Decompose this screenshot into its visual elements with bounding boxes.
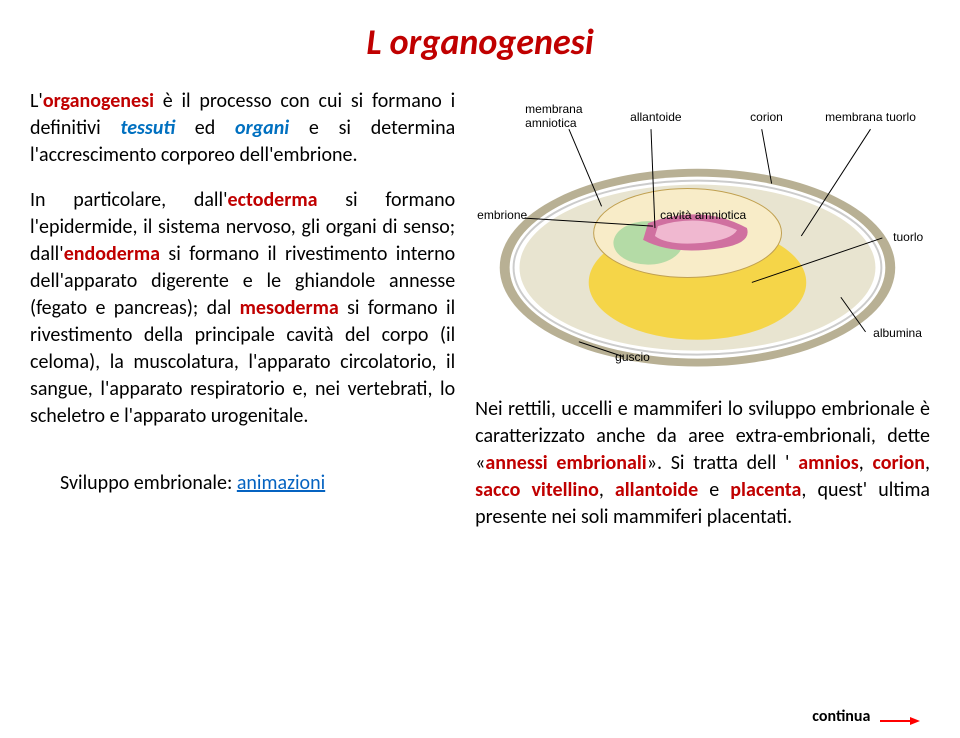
label-corion: corion	[750, 110, 783, 124]
r-t6: e	[698, 478, 730, 502]
kw-organi: organi	[235, 116, 289, 140]
egg-diagram: membrana amniotica allantoide corion mem…	[475, 88, 930, 378]
label-albumina: albumina	[873, 326, 922, 340]
link-label: Sviluppo embrionale:	[60, 471, 237, 495]
label-cavita: cavità amniotica	[660, 208, 746, 222]
right-column: membrana amniotica allantoide corion mem…	[475, 88, 930, 531]
para-2: In particolare, dall'ectoderma si forman…	[30, 187, 455, 430]
left-column: L'organogenesi è il processo con cui si …	[30, 88, 455, 531]
animazioni-link[interactable]: animazioni	[237, 471, 325, 495]
continua-label: continua	[812, 707, 920, 726]
label-membrana-tuorlo: membrana tuorlo	[825, 110, 916, 124]
right-paragraph: Nei rettili, uccelli e mammiferi lo svil…	[475, 396, 930, 531]
r-t4: ,	[925, 451, 930, 475]
label-embrione: embrione	[477, 208, 527, 222]
continua-text: continua	[812, 707, 870, 726]
kw-placenta: placenta	[730, 478, 801, 502]
link-row: Sviluppo embrionale: animazioni	[30, 470, 455, 497]
label-guscio: guscio	[615, 350, 650, 364]
arrow-icon	[880, 712, 920, 722]
kw-allantoide: allantoide	[615, 478, 698, 502]
kw-organogenesi: organogenesi	[43, 89, 154, 113]
r-t2: ». Si tratta dell '	[647, 451, 798, 475]
page-title: L organogenesi	[30, 20, 930, 64]
p2-t1: In particolare, dall'	[30, 188, 228, 212]
kw-sacco: sacco vitellino	[475, 478, 599, 502]
label-tuorlo: tuorlo	[893, 230, 923, 244]
kw-endoderma: endoderma	[64, 242, 160, 266]
r-t3: ,	[859, 451, 873, 475]
kw-ectoderma: ectoderma	[228, 188, 318, 212]
kw-annessi: annessi embrionali	[485, 451, 646, 475]
kw-tessuti: tessuti	[120, 116, 175, 140]
r-t5: ,	[599, 478, 615, 502]
label-allantoide: allantoide	[630, 110, 681, 124]
kw-amnios: amnios	[798, 451, 859, 475]
label-membrana-amniotica: membrana amniotica	[525, 102, 582, 130]
p1-mid2: ed	[175, 116, 235, 140]
content-columns: L'organogenesi è il processo con cui si …	[30, 88, 930, 531]
kw-corion: corion	[872, 451, 925, 475]
para-1: L'organogenesi è il processo con cui si …	[30, 88, 455, 169]
p1-pre: L'	[30, 89, 43, 113]
kw-mesoderma: mesoderma	[240, 296, 339, 320]
